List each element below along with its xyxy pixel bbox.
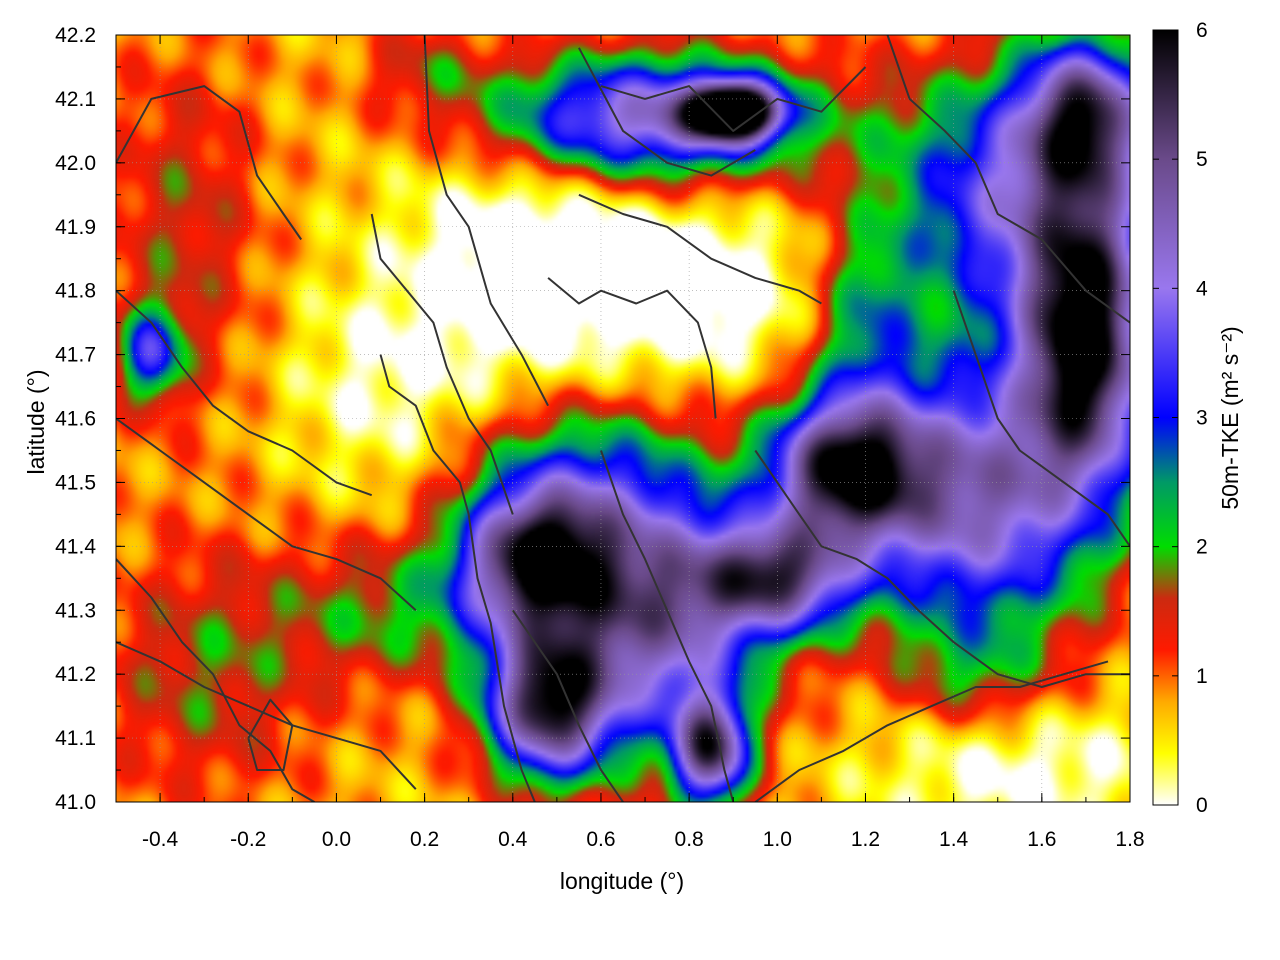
y-tick-label: 41.7: [55, 344, 96, 367]
contour-line: [511, 609, 624, 802]
colorbar-tick-label: 0: [1196, 794, 1208, 817]
x-axis-ticks: -0.4 -0.2 0.0 0.2 0.4 0.6 0.8 1.0 1.2 1.4 1.6 1.8: [115, 35, 1145, 851]
x-tick-label: 0.2: [410, 828, 439, 851]
x-tick-label: 1.4: [939, 828, 969, 851]
x-tick-label: 1.0: [763, 828, 792, 851]
x-tick-label: -0.4: [142, 828, 179, 851]
x-tick-label: 1.6: [1027, 828, 1056, 851]
contour-line: [600, 66, 867, 132]
x-tick-label: 0.4: [498, 828, 528, 851]
x-axis-label: longitude (°): [560, 868, 684, 894]
y-tick-label: 41.0: [55, 791, 96, 814]
contour-line: [578, 47, 756, 177]
contour-line: [116, 289, 373, 497]
colorbar-label: 50m-TKE (m² s⁻²): [1217, 326, 1243, 509]
contour-line: [116, 417, 417, 612]
y-tick-label: 41.3: [55, 599, 96, 622]
y-tick-label: 41.9: [55, 216, 96, 239]
contour-line: [578, 193, 822, 305]
x-tick-label: 1.2: [851, 828, 880, 851]
x-tick-label: 0.6: [586, 828, 615, 851]
contour-line: [423, 35, 549, 407]
contour-line: [600, 450, 735, 802]
contour-line: [547, 277, 717, 419]
gridlines: [116, 34, 1131, 803]
x-tick-label: -0.2: [230, 828, 266, 851]
y-tick-label: 42.0: [55, 152, 96, 175]
colorbar-tick-label: 6: [1196, 19, 1208, 42]
x-tick-label: 0.0: [322, 828, 351, 851]
y-tick-label: 41.2: [55, 663, 96, 686]
y-tick-label: 41.4: [55, 535, 96, 558]
colorbar-tick-label: 5: [1196, 148, 1208, 171]
colorbar-tick-label: 3: [1196, 407, 1208, 430]
y-tick-label: 41.1: [55, 727, 96, 750]
contour-line: [370, 213, 514, 515]
contour-line: [952, 290, 1130, 547]
contour-line: [247, 698, 294, 771]
x-tick-label: 1.8: [1115, 828, 1144, 851]
contour-line: [116, 558, 315, 802]
colorbar-tick-label: 1: [1196, 665, 1208, 688]
colorbar-ticks: 0 1 2 3 4 5 6: [1153, 19, 1208, 817]
contour-line: [754, 449, 1130, 688]
y-tick-label: 42.2: [55, 24, 96, 47]
y-axis-label: latitude (°): [23, 369, 49, 474]
contour-line: [379, 354, 536, 802]
y-axis-ticks: 41.0 41.1 41.2 41.3 41.4 41.5 41.6 41.7 41.8 41.9…: [55, 24, 1130, 814]
y-tick-label: 41.8: [55, 280, 96, 303]
y-tick-label: 41.5: [55, 471, 96, 494]
contour-lines: [116, 35, 1130, 802]
colorbar-tick-label: 4: [1196, 277, 1208, 300]
y-tick-label: 41.6: [55, 408, 96, 431]
contour-line: [116, 85, 303, 241]
x-tick-label: 0.8: [675, 828, 704, 851]
y-tick-label: 42.1: [55, 88, 96, 111]
contour-line: [886, 35, 1130, 324]
colorbar-tick-label: 2: [1196, 536, 1208, 559]
contour-line: [754, 660, 1109, 802]
contour-line: [116, 641, 417, 790]
